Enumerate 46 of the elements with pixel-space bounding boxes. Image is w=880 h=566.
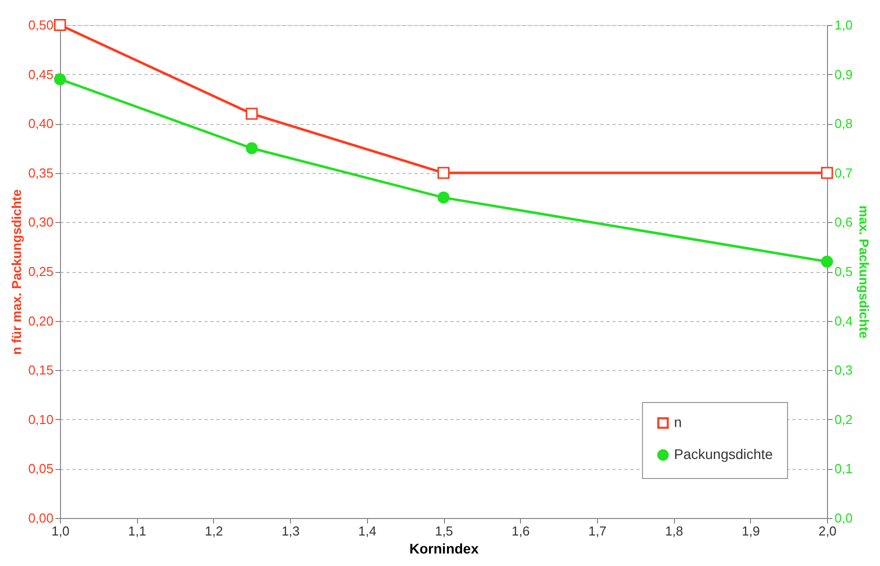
y-tick-label: 0,00 [28, 510, 54, 526]
x-tick-label: 2,0 [818, 524, 837, 538]
x-tick-label: 1,3 [282, 524, 300, 538]
point [821, 256, 833, 268]
x-tick-label: 1,6 [512, 524, 530, 538]
y-tick-label: 0,40 [28, 116, 54, 132]
x-tick-label: 1,1 [128, 524, 146, 538]
x-tick-label: 1,2 [204, 524, 223, 538]
y2-tick-label: 0,2 [834, 412, 853, 427]
x-tick-label: 1,5 [434, 524, 454, 538]
legend-label: Packungsdichte [674, 446, 774, 462]
y2-tick-label: 0,6 [834, 214, 853, 230]
y-tick-label: 0,45 [28, 66, 54, 82]
point [438, 166, 450, 179]
y-tick-label: 0,10 [28, 412, 54, 427]
x-axis-title: Kornindex [409, 540, 479, 556]
y-tick-label: 0,35 [28, 165, 54, 180]
x-tick-label: 1,4 [358, 524, 376, 538]
y-tick-label: 0,05 [28, 461, 54, 476]
y-axis-title: n für max. Packungsdichte [9, 189, 24, 355]
y2-tick-label: 0,8 [834, 116, 853, 132]
x-tick-label: 1,7 [588, 524, 606, 538]
x-tick-label: 1,9 [742, 524, 760, 538]
point [54, 73, 66, 86]
point [246, 108, 258, 120]
x-tick-label: 1,8 [665, 524, 684, 538]
point [54, 19, 66, 31]
y-tick-label: 0,20 [28, 313, 54, 328]
y2-tick-label: 0,7 [834, 165, 853, 180]
y2-tick-label: 0,4 [834, 313, 853, 328]
y2-tick-label: 0,5 [834, 264, 853, 279]
y2-tick-label: 0,9 [834, 66, 853, 82]
y-tick-label: 0,25 [28, 264, 54, 279]
x-tick-label: 1,0 [51, 524, 70, 538]
y2-tick-label: 0,0 [834, 510, 853, 526]
y2-tick-label: 0,1 [834, 461, 853, 476]
legend-label: n [674, 414, 682, 430]
y-tick-label: 0,50 [28, 18, 54, 32]
y2-tick-label: 0,3 [834, 362, 853, 378]
y-tick-label: 0,30 [28, 214, 54, 230]
point [821, 166, 833, 179]
y2-axis-title: max. Packungsdichte [856, 206, 872, 338]
point [438, 192, 450, 204]
y2-tick-label: 1,0 [834, 18, 853, 32]
point [246, 142, 258, 154]
y-tick-label: 0,15 [28, 362, 54, 378]
